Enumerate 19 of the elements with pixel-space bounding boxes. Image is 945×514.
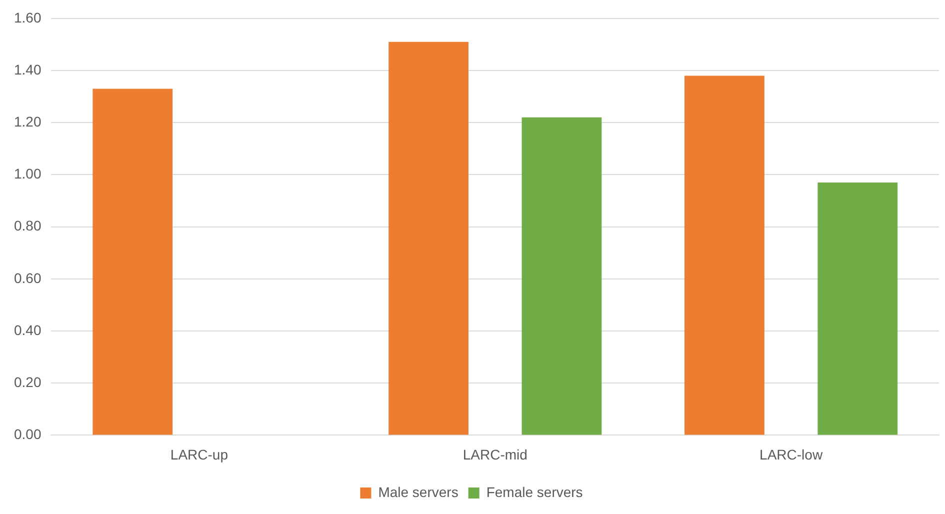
y-tick-label: 1.00 bbox=[14, 166, 42, 182]
y-tick-label: 0.40 bbox=[14, 322, 42, 338]
legend-label: Female servers bbox=[486, 484, 583, 500]
bar bbox=[684, 76, 764, 435]
bar bbox=[522, 117, 602, 435]
x-tick-label: LARC-up bbox=[170, 446, 228, 462]
x-tick-label: LARC-mid bbox=[462, 446, 528, 462]
y-tick-label: 0.20 bbox=[14, 374, 42, 390]
y-tick-label: 0.60 bbox=[14, 270, 42, 286]
y-tick-label: 0.00 bbox=[14, 426, 42, 442]
x-tick-label: LARC-low bbox=[760, 446, 824, 462]
legend-label: Male servers bbox=[378, 484, 458, 500]
y-tick-label: 1.60 bbox=[14, 9, 42, 26]
y-tick-label: 0.80 bbox=[14, 218, 42, 234]
bar bbox=[818, 182, 898, 435]
bar bbox=[92, 88, 173, 435]
y-tick-label: 1.20 bbox=[14, 113, 42, 130]
y-tick-label: 1.40 bbox=[14, 61, 42, 78]
bar bbox=[388, 42, 468, 435]
